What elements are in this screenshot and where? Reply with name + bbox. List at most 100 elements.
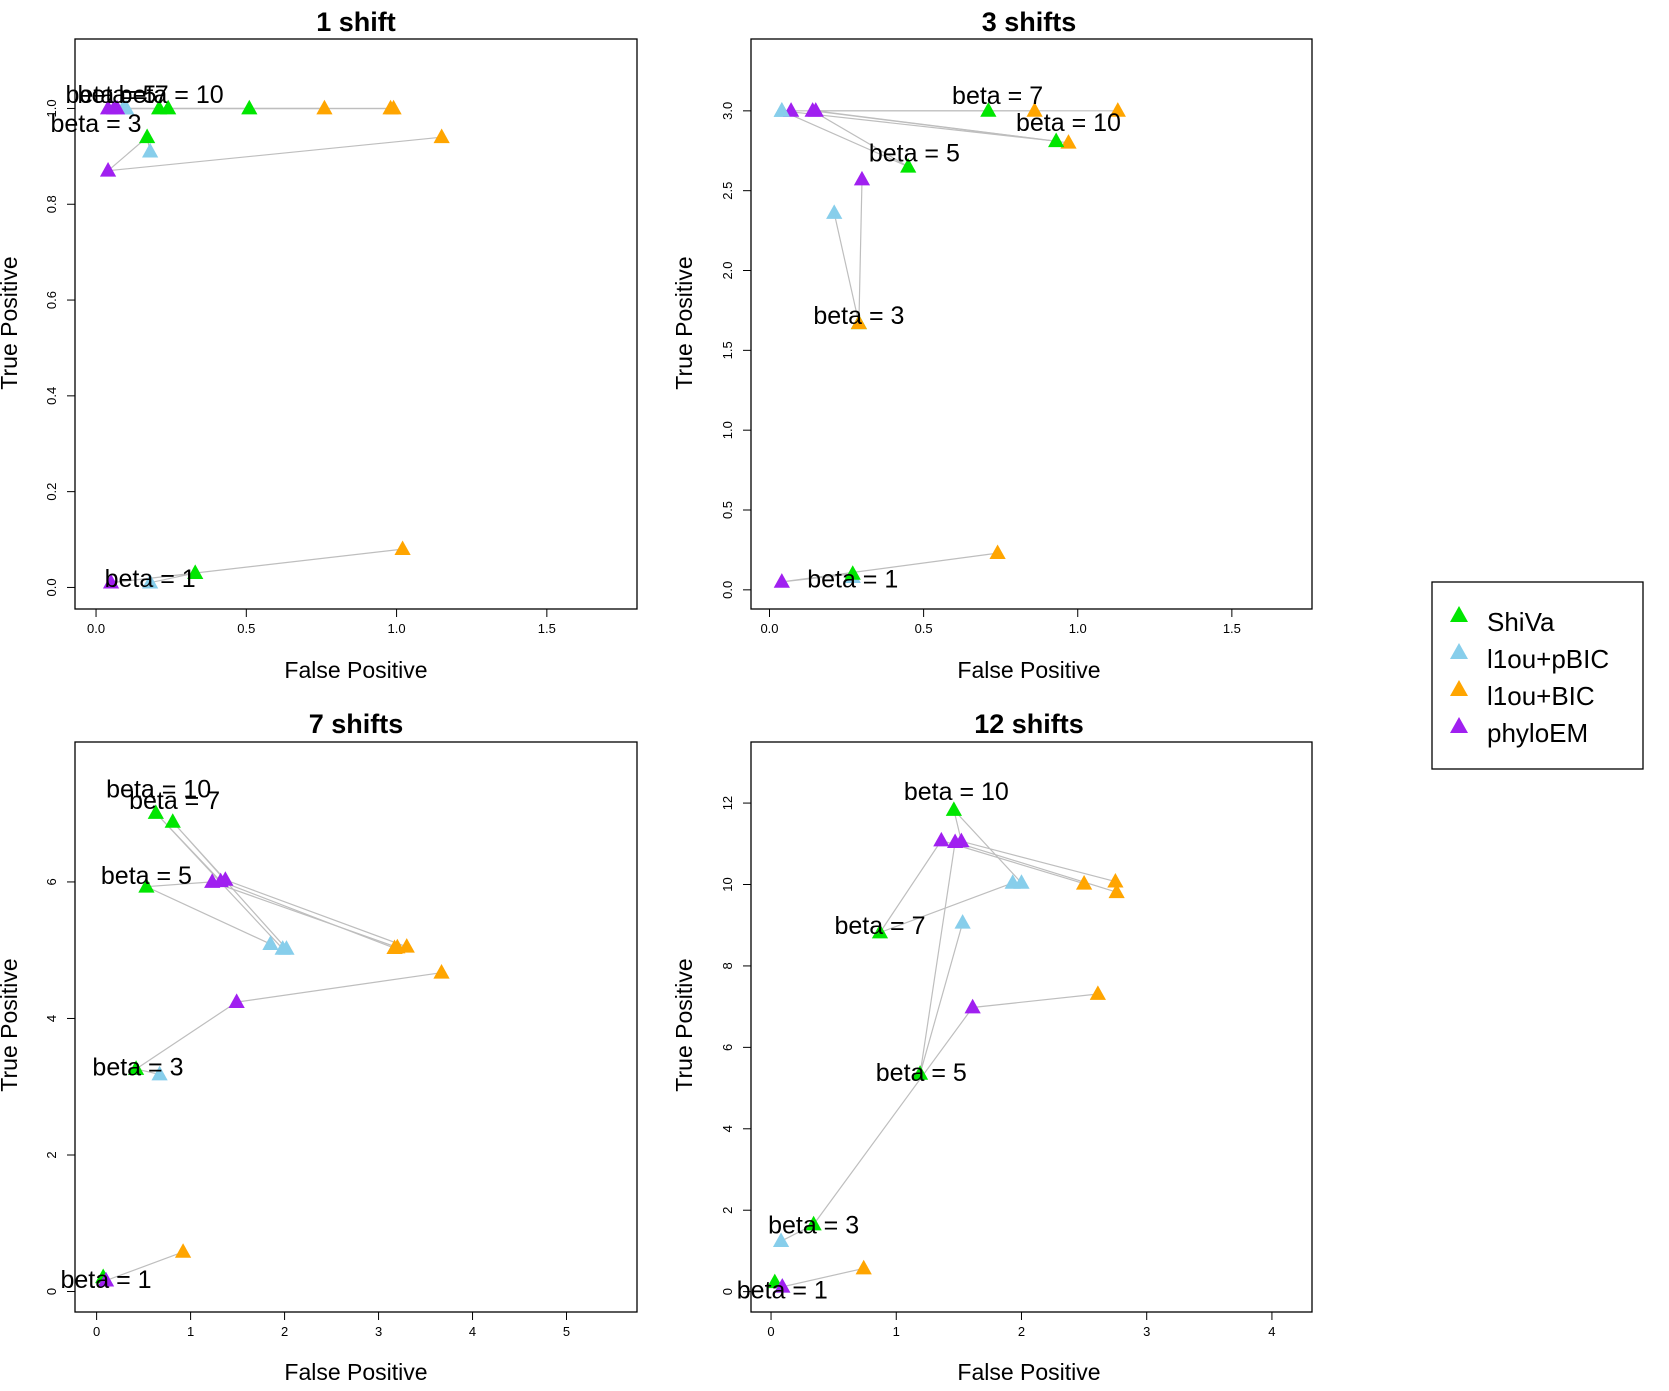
x-tick-label: 1 [187, 1324, 194, 1339]
label-beta-5: beta = 5 [876, 1059, 967, 1087]
x-axis-label-7-shifts: False Positive [284, 1359, 427, 1385]
label-beta-1: beta = 1 [807, 566, 898, 594]
legend-label-l1ou-bic: l1ou+BIC [1487, 681, 1595, 711]
x-tick-label: 0 [93, 1324, 100, 1339]
y-tick-label: 1.5 [720, 341, 735, 359]
point-l1ou-bic-beta-1 [394, 540, 411, 556]
legend-marker-l1ou-pbic [1450, 643, 1468, 659]
y-axis-label-1-shift: True Positive [0, 256, 22, 389]
point-l1ou-bic-beta-1 [174, 1243, 192, 1258]
point-l1ou-bic-beta-5 [1108, 883, 1125, 899]
point-l1ou-bic-beta-10 [1107, 872, 1124, 888]
x-axis-label-1-shift: False Positive [284, 657, 427, 683]
point-l1ou-bic-beta-10 [316, 99, 333, 115]
connector-beta-7 [878, 839, 1085, 934]
connector-beta-3 [780, 993, 1098, 1242]
label-beta-10: beta = 10 [106, 775, 211, 803]
point-phyloem-beta-7 [933, 831, 950, 847]
point-phyloem-beta-10 [807, 102, 824, 117]
legend-label-shiva: ShiVa [1487, 607, 1555, 637]
y-tick-label: 1.0 [44, 99, 59, 117]
label-beta-7: beta = 7 [834, 912, 925, 940]
point-l1ou-pbic-beta-3 [772, 1232, 790, 1248]
legend-label-phyloem: phyloEM [1487, 718, 1588, 748]
y-tick-label: 0.4 [44, 387, 59, 405]
y-tick-label: 2 [44, 1151, 59, 1158]
plot-frame [750, 38, 1313, 610]
point-l1ou-pbic-beta-5 [954, 914, 971, 929]
x-tick-label: 1 [893, 1324, 900, 1339]
label-beta-7: beta = 7 [78, 81, 169, 109]
x-tick-label: 5 [563, 1324, 570, 1339]
y-tick-label: 8 [720, 962, 735, 969]
label-beta-3: beta = 3 [768, 1211, 859, 1239]
label-beta-10: beta = 10 [904, 778, 1009, 806]
x-tick-label: 3 [1143, 1324, 1150, 1339]
point-shiva-beta-1 [844, 565, 861, 580]
y-axis-label-7-shifts: True Positive [0, 958, 22, 1091]
y-axis-label-3-shifts: True Positive [671, 256, 697, 389]
y-tick-label: 3.0 [720, 102, 735, 120]
label-beta-10: beta = 10 [119, 81, 224, 109]
plot-frame [74, 741, 638, 1313]
x-tick-label: 0.0 [87, 621, 105, 636]
connector-beta-1 [111, 548, 403, 584]
x-tick-label: 3 [375, 1324, 382, 1339]
connector-beta-3 [833, 179, 863, 324]
point-l1ou-pbic-beta-10 [773, 102, 790, 117]
point-l1ou-pbic-beta-10 [274, 940, 291, 955]
point-l1ou-pbic-beta-3 [151, 1065, 168, 1081]
point-l1ou-bic-beta-3 [850, 314, 868, 330]
point-l1ou-pbic-beta-3 [142, 142, 159, 158]
y-tick-label: 12 [720, 796, 735, 810]
label-beta-1: beta = 1 [737, 1277, 828, 1305]
x-tick-label: 1.5 [538, 621, 556, 636]
x-axis-label-12-shifts: False Positive [957, 1359, 1100, 1385]
point-shiva-beta-10 [1048, 132, 1065, 148]
legend-box [1431, 581, 1644, 770]
y-tick-label: 0.0 [720, 581, 735, 599]
x-tick-label: 0.0 [760, 621, 778, 636]
label-beta-5: beta = 5 [869, 139, 960, 167]
point-phyloem-beta-1 [774, 1278, 791, 1293]
label-beta-1: beta = 1 [60, 1266, 151, 1294]
y-tick-label: 4 [720, 1125, 735, 1132]
y-tick-label: 0 [44, 1288, 59, 1295]
point-shiva-beta-3 [127, 1060, 145, 1075]
point-phyloem-beta-3 [228, 993, 245, 1008]
point-phyloem-beta-1 [97, 1271, 115, 1287]
panel-title-1-shift: 1 shift [316, 7, 396, 37]
connector-beta-10 [781, 110, 1118, 142]
x-tick-label: 1.0 [1069, 621, 1087, 636]
point-shiva-beta-7 [980, 102, 997, 117]
point-l1ou-bic-beta-5 [1060, 134, 1077, 149]
point-l1ou-bic-beta-7 [1026, 102, 1043, 117]
x-tick-label: 0 [767, 1324, 774, 1339]
point-phyloem-beta-10 [108, 99, 126, 115]
point-shiva-beta-10 [945, 801, 962, 816]
x-tick-label: 1.0 [388, 621, 406, 636]
label-beta-3: beta = 3 [813, 302, 904, 330]
point-l1ou-pbic-beta-10 [1013, 874, 1030, 889]
label-beta-3: beta = 3 [92, 1053, 183, 1081]
legend-marker-l1ou-bic [1450, 680, 1468, 696]
point-phyloem-beta-3 [99, 162, 117, 177]
legend-marker-shiva [1450, 606, 1468, 622]
label-beta-10: beta = 10 [1016, 109, 1121, 137]
y-tick-label: 0.2 [44, 483, 59, 501]
x-tick-label: 0.5 [915, 621, 933, 636]
plot-frame [750, 741, 1313, 1313]
point-phyloem-beta-1 [773, 573, 790, 588]
y-tick-label: 0.5 [720, 501, 735, 519]
point-l1ou-bic-beta-10 [386, 939, 403, 955]
point-shiva-beta-10 [241, 99, 258, 115]
point-shiva-beta-3 [805, 1215, 822, 1231]
point-shiva-beta-3 [139, 128, 156, 144]
connector-beta-5 [144, 881, 398, 949]
y-axis-label-12-shifts: True Positive [671, 958, 697, 1091]
point-l1ou-pbic-beta-5 [262, 935, 279, 950]
legend-marker-phyloem [1450, 717, 1468, 733]
y-tick-label: 6 [44, 878, 59, 885]
